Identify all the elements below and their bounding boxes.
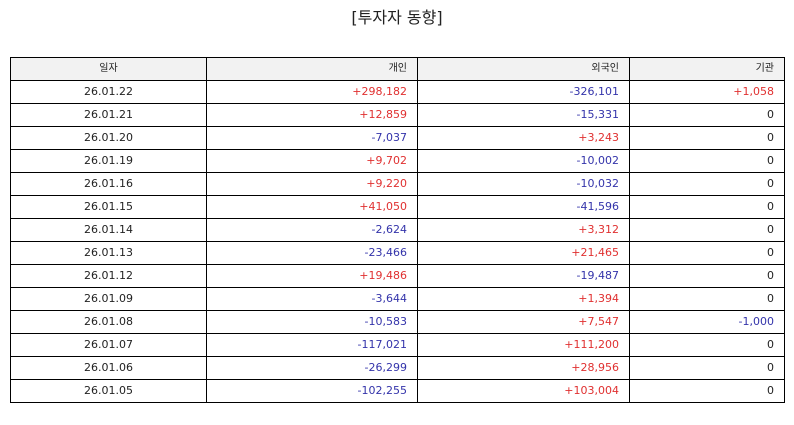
date-cell: 26.01.21 xyxy=(10,103,207,127)
table-row: 26.01.13 -23,466 +21,465 0 xyxy=(10,241,785,265)
header-foreign: 외국인 xyxy=(417,57,630,81)
date-cell: 26.01.05 xyxy=(10,379,207,403)
foreign-cell: -326,101 xyxy=(417,80,630,104)
header-institution: 기관 xyxy=(629,57,785,81)
individual-cell: -3,644 xyxy=(206,287,418,311)
date-cell: 26.01.16 xyxy=(10,172,207,196)
table-row: 26.01.12 +19,486 -19,487 0 xyxy=(10,264,785,288)
foreign-cell: -19,487 xyxy=(417,264,630,288)
individual-cell: -102,255 xyxy=(206,379,418,403)
individual-cell: +9,702 xyxy=(206,149,418,173)
foreign-cell: -41,596 xyxy=(417,195,630,219)
header-date: 일자 xyxy=(10,57,207,81)
table-row: 26.01.06 -26,299 +28,956 0 xyxy=(10,356,785,380)
institution-cell: 0 xyxy=(629,264,785,288)
table-row: 26.01.05 -102,255 +103,004 0 xyxy=(10,379,785,403)
institution-cell: 0 xyxy=(629,241,785,265)
individual-cell: -117,021 xyxy=(206,333,418,357)
table-row: 26.01.19 +9,702 -10,002 0 xyxy=(10,149,785,173)
date-cell: 26.01.19 xyxy=(10,149,207,173)
institution-cell: 0 xyxy=(629,218,785,242)
individual-cell: -26,299 xyxy=(206,356,418,380)
individual-cell: +298,182 xyxy=(206,80,418,104)
institution-cell: 0 xyxy=(629,333,785,357)
foreign-cell: +103,004 xyxy=(417,379,630,403)
table-row: 26.01.21 +12,859 -15,331 0 xyxy=(10,103,785,127)
foreign-cell: +21,465 xyxy=(417,241,630,265)
individual-cell: +19,486 xyxy=(206,264,418,288)
table-row: 26.01.07 -117,021 +111,200 0 xyxy=(10,333,785,357)
date-cell: 26.01.13 xyxy=(10,241,207,265)
institution-cell: 0 xyxy=(629,379,785,403)
date-cell: 26.01.08 xyxy=(10,310,207,334)
individual-cell: -10,583 xyxy=(206,310,418,334)
table-row: 26.01.22 +298,182 -326,101 +1,058 xyxy=(10,80,785,104)
institution-cell: 0 xyxy=(629,149,785,173)
date-cell: 26.01.06 xyxy=(10,356,207,380)
foreign-cell: +7,547 xyxy=(417,310,630,334)
date-cell: 26.01.09 xyxy=(10,287,207,311)
investor-trend-table: 일자 개인 외국인 기관 26.01.22 +298,182 -326,101 +1,… xyxy=(10,57,785,403)
institution-cell: +1,058 xyxy=(629,80,785,104)
institution-cell: 0 xyxy=(629,356,785,380)
table-row: 26.01.09 -3,644 +1,394 0 xyxy=(10,287,785,311)
institution-cell: 0 xyxy=(629,103,785,127)
institution-cell: -1,000 xyxy=(629,310,785,334)
foreign-cell: +3,243 xyxy=(417,126,630,150)
individual-cell: +12,859 xyxy=(206,103,418,127)
date-cell: 26.01.12 xyxy=(10,264,207,288)
foreign-cell: +3,312 xyxy=(417,218,630,242)
page-title: [투자자 동향] xyxy=(351,8,443,27)
table-row: 26.01.14 -2,624 +3,312 0 xyxy=(10,218,785,242)
individual-cell: -23,466 xyxy=(206,241,418,265)
foreign-cell: +111,200 xyxy=(417,333,630,357)
date-cell: 26.01.15 xyxy=(10,195,207,219)
table-header-row: 일자 개인 외국인 기관 xyxy=(10,57,785,81)
foreign-cell: +28,956 xyxy=(417,356,630,380)
foreign-cell: -10,032 xyxy=(417,172,630,196)
individual-cell: +9,220 xyxy=(206,172,418,196)
individual-cell: -2,624 xyxy=(206,218,418,242)
table-row: 26.01.08 -10,583 +7,547 -1,000 xyxy=(10,310,785,334)
institution-cell: 0 xyxy=(629,172,785,196)
institution-cell: 0 xyxy=(629,287,785,311)
table-row: 26.01.15 +41,050 -41,596 0 xyxy=(10,195,785,219)
foreign-cell: +1,394 xyxy=(417,287,630,311)
table-body: 26.01.22 +298,182 -326,101 +1,058 26.01.21 +1… xyxy=(10,80,785,403)
date-cell: 26.01.20 xyxy=(10,126,207,150)
foreign-cell: -10,002 xyxy=(417,149,630,173)
individual-cell: +41,050 xyxy=(206,195,418,219)
table-row: 26.01.20 -7,037 +3,243 0 xyxy=(10,126,785,150)
institution-cell: 0 xyxy=(629,126,785,150)
table-row: 26.01.16 +9,220 -10,032 0 xyxy=(10,172,785,196)
date-cell: 26.01.07 xyxy=(10,333,207,357)
header-individual: 개인 xyxy=(206,57,418,81)
institution-cell: 0 xyxy=(629,195,785,219)
foreign-cell: -15,331 xyxy=(417,103,630,127)
individual-cell: -7,037 xyxy=(206,126,418,150)
date-cell: 26.01.22 xyxy=(10,80,207,104)
date-cell: 26.01.14 xyxy=(10,218,207,242)
